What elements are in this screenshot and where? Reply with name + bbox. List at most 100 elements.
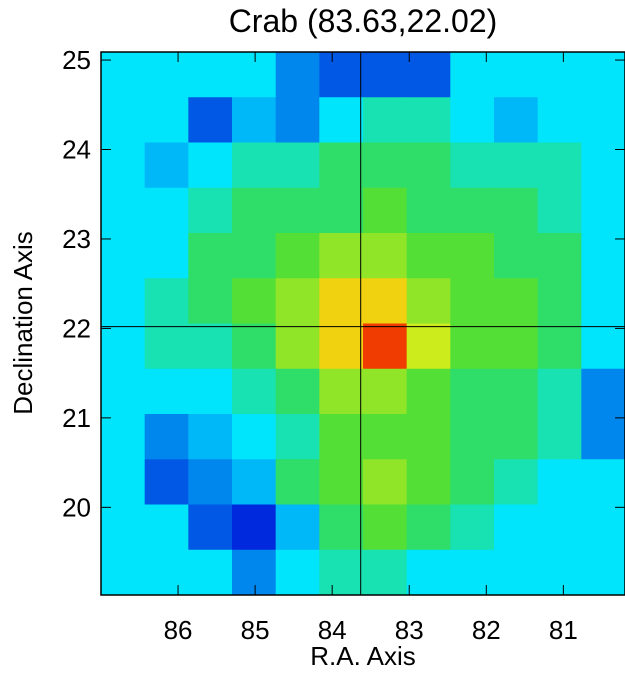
heat-cell — [537, 459, 582, 505]
heat-cell — [581, 233, 625, 279]
heat-cell — [581, 323, 625, 370]
heat-cell — [537, 187, 582, 234]
heat-cell — [450, 549, 495, 596]
x-tick-label: 82 — [472, 615, 501, 645]
heat-cell — [144, 459, 189, 505]
heat-cell — [319, 52, 364, 98]
heat-cell — [275, 52, 320, 98]
heat-cell — [232, 233, 277, 279]
heat-cell — [188, 323, 233, 370]
x-tick-label: 86 — [164, 615, 193, 645]
heat-cell — [232, 549, 277, 596]
heat-cell — [537, 549, 582, 596]
heat-cell — [581, 368, 625, 415]
heat-cell — [450, 187, 495, 234]
heat-cell — [537, 142, 582, 189]
heat-cell — [319, 414, 364, 460]
heat-cell — [494, 368, 539, 415]
x-tick-label: 83 — [395, 615, 424, 645]
heat-cell — [494, 97, 539, 143]
heat-cell — [406, 323, 451, 370]
heat-cell — [363, 233, 408, 279]
heat-cell — [101, 549, 146, 596]
heat-cell — [581, 414, 625, 460]
heat-cell — [275, 504, 320, 551]
heat-cell — [406, 97, 451, 143]
heat-cell — [494, 459, 539, 505]
heat-cell — [188, 97, 233, 143]
heat-cell — [537, 278, 582, 324]
heat-cell — [494, 233, 539, 279]
heat-cell — [494, 187, 539, 234]
y-axis-label: Declination Axis — [8, 231, 38, 415]
y-tick-label: 22 — [62, 313, 91, 343]
heat-cell — [494, 414, 539, 460]
heat-cell — [188, 233, 233, 279]
heat-cell — [144, 233, 189, 279]
heat-cell — [101, 187, 146, 234]
heat-cell — [144, 187, 189, 234]
x-axis-label: R.A. Axis — [310, 641, 415, 671]
heat-cell — [494, 323, 539, 370]
heat-cell — [406, 233, 451, 279]
heat-cell — [363, 278, 408, 324]
heat-cell — [319, 187, 364, 234]
heat-cell — [188, 549, 233, 596]
heat-cell — [144, 504, 189, 551]
heat-cell — [363, 459, 408, 505]
heat-cell — [406, 278, 451, 324]
y-tick-label: 23 — [62, 224, 91, 254]
heat-cell — [101, 97, 146, 143]
heat-cell — [188, 459, 233, 505]
chart-title: Crab (83.63,22.02) — [229, 3, 498, 39]
heat-cell — [581, 459, 625, 505]
heat-cell — [363, 52, 408, 98]
heat-cell — [275, 278, 320, 324]
heat-cell — [363, 142, 408, 189]
heat-cell — [450, 142, 495, 189]
heat-cell — [363, 504, 408, 551]
heat-cell — [450, 278, 495, 324]
heat-cell — [450, 233, 495, 279]
heat-cell — [581, 142, 625, 189]
x-tick-label: 81 — [549, 615, 578, 645]
heat-cell — [537, 323, 582, 370]
heat-cell — [144, 323, 189, 370]
heat-cell — [363, 368, 408, 415]
heat-cell — [537, 97, 582, 143]
heat-cell — [101, 52, 146, 98]
heat-cell — [232, 52, 277, 98]
heat-cell — [319, 368, 364, 415]
y-tick-label: 25 — [62, 45, 91, 75]
heat-cell — [144, 142, 189, 189]
heat-cell — [275, 549, 320, 596]
heat-cell — [319, 97, 364, 143]
heat-cell — [188, 187, 233, 234]
heat-cell — [450, 459, 495, 505]
heat-cell — [144, 278, 189, 324]
heat-cell — [319, 323, 364, 370]
heat-cell — [494, 504, 539, 551]
heat-cell — [406, 187, 451, 234]
heat-cell — [232, 368, 277, 415]
heat-cell — [188, 368, 233, 415]
heat-cell — [275, 97, 320, 143]
heat-cell — [144, 368, 189, 415]
heat-cell — [363, 323, 408, 370]
heat-cell — [188, 504, 233, 551]
y-tick-label: 21 — [62, 403, 91, 433]
heat-cell — [275, 459, 320, 505]
heat-cell — [537, 52, 582, 98]
heat-cell — [275, 233, 320, 279]
heat-cell — [275, 323, 320, 370]
heat-cell — [275, 368, 320, 415]
heat-cell — [406, 549, 451, 596]
heat-cell — [144, 549, 189, 596]
heat-cell — [101, 278, 146, 324]
heat-cell — [581, 278, 625, 324]
heat-cell — [450, 414, 495, 460]
heat-cell — [363, 414, 408, 460]
heat-cell — [232, 97, 277, 143]
heat-cell — [537, 414, 582, 460]
heat-cell — [406, 414, 451, 460]
